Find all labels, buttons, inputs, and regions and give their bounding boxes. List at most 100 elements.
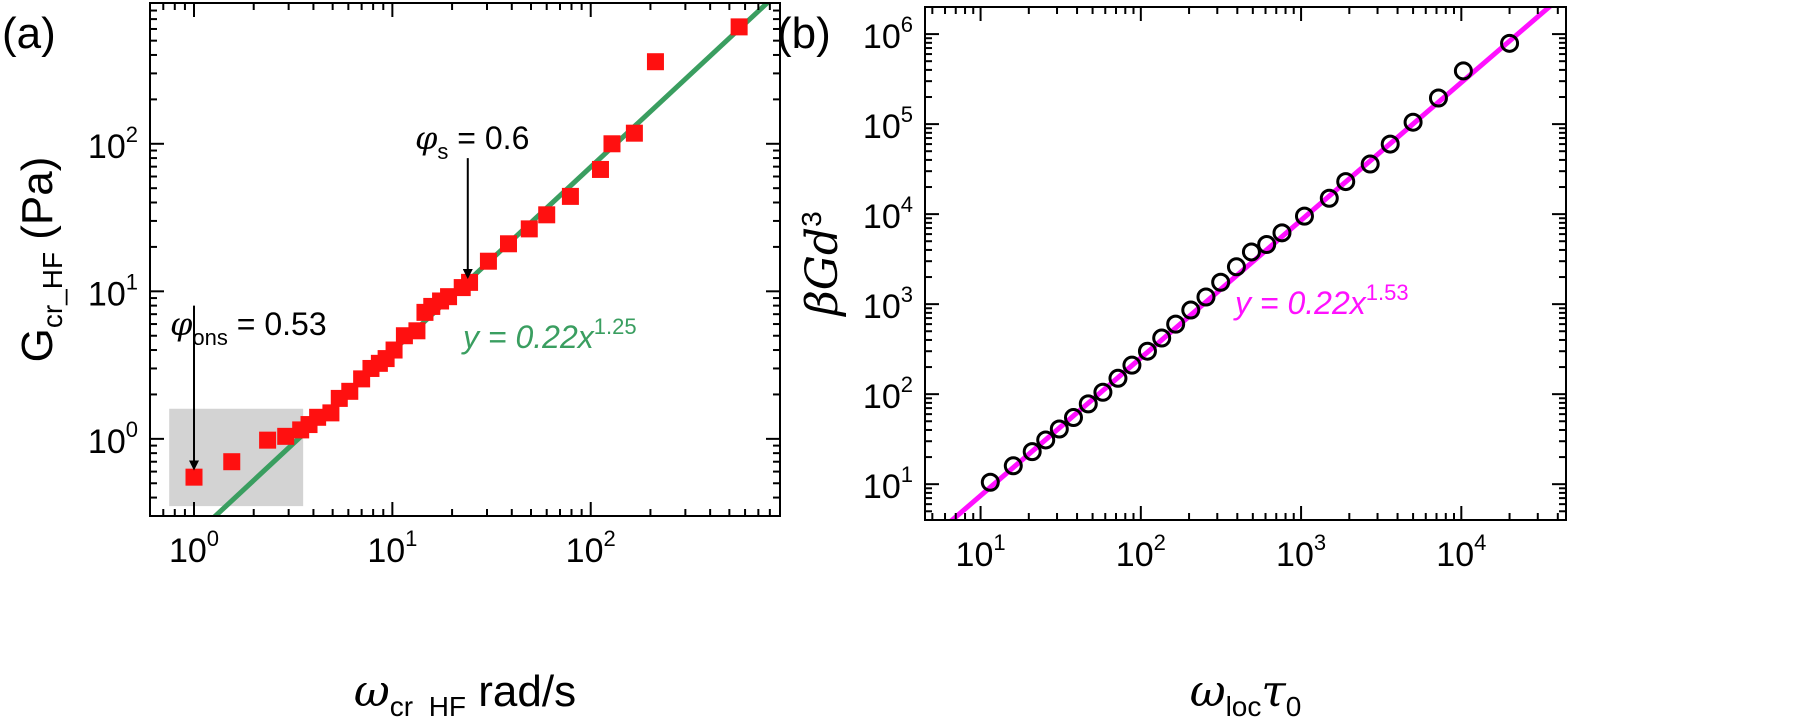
x-tick-label-1: 100 — [169, 526, 219, 570]
data-point-15 — [385, 341, 403, 359]
data-point-10 — [1122, 355, 1142, 375]
y-tick-label-1: 101 — [863, 462, 913, 506]
tick-base: 10 — [863, 378, 901, 416]
tick-exponent: 0 — [207, 526, 219, 551]
tick-base: 10 — [956, 536, 994, 574]
data-point-32 — [646, 53, 664, 71]
data-point-31 — [625, 124, 643, 142]
data-point-30 — [603, 135, 621, 153]
data-point-23 — [1336, 172, 1356, 192]
data-point-18 — [1241, 242, 1261, 262]
tick-base: 10 — [1276, 536, 1314, 574]
data-point-15 — [1196, 287, 1216, 307]
data-point-6 — [1063, 408, 1083, 428]
data-point-2 — [223, 453, 241, 471]
x-tick-label-4: 104 — [1436, 530, 1486, 574]
annotation-subscript: ons — [192, 325, 227, 350]
tick-exponent: 2 — [1154, 530, 1166, 555]
tick-exponent: 1 — [993, 530, 1005, 555]
data-point-8 — [322, 404, 340, 422]
annotation-label-2: φs = 0.6 — [415, 119, 529, 164]
fit-exponent: 1.25 — [594, 314, 637, 339]
annotation-subscript: s — [437, 139, 448, 164]
data-point-8 — [1093, 382, 1113, 402]
axis-symbol-2: τ — [1261, 666, 1286, 717]
data-point-9 — [1108, 368, 1128, 388]
tick-base: 10 — [863, 288, 901, 326]
axis-symbol: ω — [354, 666, 390, 717]
tick-base: 10 — [863, 18, 901, 56]
data-point-16 — [1211, 272, 1231, 292]
data-point-19 — [1257, 234, 1277, 254]
y-tick-label-3: 102 — [88, 122, 138, 166]
data-point-1 — [185, 468, 203, 486]
fit-equation: y = 0.22x — [461, 319, 595, 355]
data-point-26 — [1403, 112, 1423, 132]
tick-base: 10 — [566, 532, 604, 570]
data-point-5 — [1049, 419, 1069, 439]
data-point-24 — [1360, 154, 1380, 174]
plot-area — [185, 3, 771, 516]
data-point-28 — [561, 187, 579, 205]
data-point-28 — [1453, 61, 1473, 81]
tick-base: 10 — [169, 532, 207, 570]
axis-symbol: G — [13, 328, 62, 362]
x-axis-title: ωcr_HF rad/s — [354, 666, 576, 719]
tick-base: 10 — [863, 468, 901, 506]
axis-rest: rad/s — [466, 667, 576, 716]
x-tick-label-3: 103 — [1276, 530, 1326, 574]
data-point-29 — [591, 160, 609, 178]
data-point-14 — [1181, 300, 1201, 320]
annotation-symbol: φ — [170, 305, 193, 343]
axis-rest: (Pa) — [13, 157, 62, 252]
tick-exponent: 1 — [126, 269, 138, 294]
data-point-26 — [520, 220, 538, 238]
data-point-7 — [309, 408, 327, 426]
tick-base: 10 — [88, 275, 126, 313]
plot-frame — [924, 6, 1567, 521]
data-point-25 — [1380, 134, 1400, 154]
plot-frame — [149, 2, 781, 517]
plot-area — [948, 7, 1553, 520]
data-point-3 — [259, 431, 277, 449]
x-axis-title: ωlocτ0 — [1190, 666, 1302, 719]
tick-exponent: 0 — [126, 417, 138, 442]
data-point-13 — [1166, 314, 1186, 334]
data-point-21 — [440, 288, 458, 306]
data-point-11 — [1137, 341, 1157, 361]
fit-equation-label: y = 0.22x1.25 — [461, 314, 637, 355]
x-tick-label-2: 101 — [367, 526, 417, 570]
tick-base: 10 — [1116, 536, 1154, 574]
data-point-12 — [1152, 328, 1172, 348]
x-tick-label-1: 101 — [956, 530, 1006, 574]
tick-exponent: 4 — [901, 192, 913, 217]
axis-subscript: cr_HF — [390, 691, 466, 719]
data-point-20 — [1272, 223, 1292, 243]
tick-exponent: 2 — [126, 122, 138, 147]
tick-exponent: 3 — [1314, 530, 1326, 555]
x-tick-label-2: 102 — [1116, 530, 1166, 574]
axis-symbol: βGd — [797, 227, 848, 318]
data-point-1 — [980, 472, 1000, 492]
annotation-symbol: φ — [415, 119, 438, 157]
data-point-27 — [538, 206, 556, 224]
tick-exponent: 4 — [1474, 530, 1486, 555]
tick-base: 10 — [367, 532, 405, 570]
x-tick-label-3: 102 — [566, 526, 616, 570]
data-point-29 — [1500, 33, 1520, 53]
annotation-text: = 0.53 — [228, 306, 327, 342]
data-point-24 — [479, 252, 497, 270]
axis-subscript-2: 0 — [1286, 691, 1302, 719]
annotation-label-1: φons = 0.53 — [170, 305, 327, 350]
tick-base: 10 — [88, 423, 126, 461]
axis-superscript: 3 — [796, 211, 827, 227]
axis-subscript: loc — [1226, 691, 1262, 719]
tick-exponent: 3 — [901, 282, 913, 307]
tick-exponent: 2 — [604, 526, 616, 551]
tick-exponent: 5 — [901, 102, 913, 127]
data-point-17 — [1226, 257, 1246, 277]
axis-subscript: cr_HF — [37, 252, 68, 328]
tick-base: 10 — [863, 108, 901, 146]
tick-exponent: 1 — [405, 526, 417, 551]
